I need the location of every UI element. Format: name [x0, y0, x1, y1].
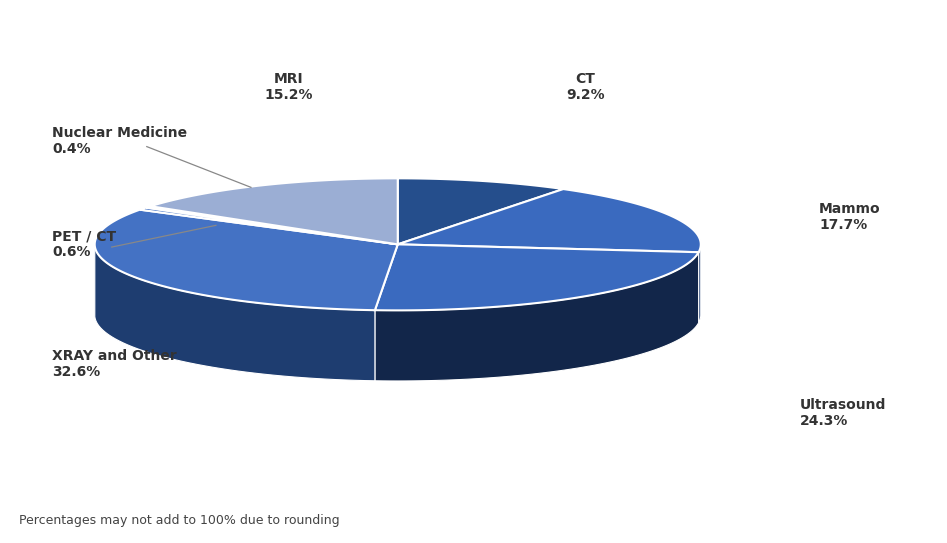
- Text: 2023 Q2 Scan Volume by Modality: 2023 Q2 Scan Volume by Modality: [311, 26, 655, 44]
- Text: CT
9.2%: CT 9.2%: [566, 72, 604, 102]
- Polygon shape: [398, 189, 701, 252]
- Line: 2 pts: 2 pts: [147, 147, 251, 187]
- Point: [245, 184, 257, 191]
- Polygon shape: [375, 244, 699, 311]
- Point: [106, 244, 117, 250]
- Polygon shape: [398, 178, 563, 244]
- Polygon shape: [95, 210, 398, 310]
- Text: XRAY and Other
32.6%: XRAY and Other 32.6%: [52, 349, 177, 379]
- Text: Mammo
17.7%: Mammo 17.7%: [819, 202, 881, 232]
- Point: [210, 222, 222, 229]
- Point: [141, 143, 152, 150]
- Text: MRI
15.2%: MRI 15.2%: [264, 72, 313, 102]
- Polygon shape: [151, 178, 398, 244]
- Text: PET / CT
0.6%: PET / CT 0.6%: [52, 229, 116, 260]
- Polygon shape: [146, 206, 398, 244]
- Line: 2 pts: 2 pts: [112, 225, 216, 247]
- Text: Nuclear Medicine
0.4%: Nuclear Medicine 0.4%: [52, 126, 188, 156]
- Polygon shape: [375, 252, 699, 381]
- Text: Ultrasound
24.3%: Ultrasound 24.3%: [800, 397, 886, 428]
- Polygon shape: [140, 207, 398, 244]
- Polygon shape: [699, 245, 701, 323]
- Text: Percentages may not add to 100% due to rounding: Percentages may not add to 100% due to r…: [19, 514, 340, 527]
- Polygon shape: [95, 246, 375, 381]
